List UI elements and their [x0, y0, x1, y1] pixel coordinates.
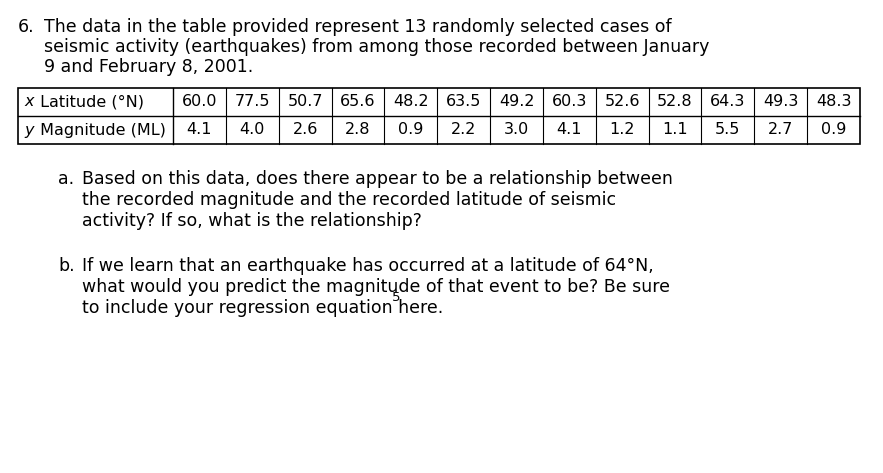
Text: a.: a. [58, 170, 74, 188]
Text: 48.2: 48.2 [393, 95, 428, 110]
Bar [18, 88, 860, 144]
Text: If we learn that an earthquake has occurred at a latitude of 64°N,: If we learn that an earthquake has occur… [82, 257, 653, 275]
Text: b.: b. [58, 257, 75, 275]
Text: what would you predict the magnitude of that event to be? Be sure: what would you predict the magnitude of … [82, 278, 670, 296]
Text: 2.2: 2.2 [451, 123, 476, 138]
Text: 63.5: 63.5 [446, 95, 481, 110]
Text: 49.3: 49.3 [763, 95, 798, 110]
Text: x: x [24, 95, 34, 110]
Text: 5: 5 [392, 291, 401, 304]
Text: 2.8: 2.8 [345, 123, 371, 138]
Text: 50.7: 50.7 [287, 95, 323, 110]
Text: 5.5: 5.5 [715, 123, 741, 138]
Text: Magnitude (ML): Magnitude (ML) [35, 123, 166, 138]
Text: 4.0: 4.0 [239, 123, 265, 138]
Text: 1.1: 1.1 [662, 123, 688, 138]
Text: 52.6: 52.6 [605, 95, 640, 110]
Text: Latitude (°N): Latitude (°N) [35, 95, 144, 110]
Text: 0.9: 0.9 [821, 123, 846, 138]
Text: 60.0: 60.0 [182, 95, 217, 110]
Text: 2.6: 2.6 [292, 123, 318, 138]
Text: 64.3: 64.3 [710, 95, 745, 110]
Text: seismic activity (earthquakes) from among those recorded between January: seismic activity (earthquakes) from amon… [44, 38, 709, 56]
Text: Based on this data, does there appear to be a relationship between: Based on this data, does there appear to… [82, 170, 673, 188]
Text: 3.0: 3.0 [504, 123, 529, 138]
Text: 49.2: 49.2 [499, 95, 534, 110]
Text: y: y [24, 123, 34, 138]
Text: to include your regression equation here.: to include your regression equation here… [82, 299, 443, 317]
Text: activity? If so, what is the relationship?: activity? If so, what is the relationshi… [82, 212, 422, 230]
Text: 65.6: 65.6 [340, 95, 375, 110]
Text: 2.7: 2.7 [768, 123, 794, 138]
Text: the recorded magnitude and the recorded latitude of seismic: the recorded magnitude and the recorded … [82, 191, 616, 209]
Text: 52.8: 52.8 [657, 95, 693, 110]
Text: 4.1: 4.1 [186, 123, 212, 138]
Text: 6.: 6. [18, 18, 34, 36]
Text: 9 and February 8, 2001.: 9 and February 8, 2001. [44, 58, 253, 76]
Text: 48.3: 48.3 [816, 95, 851, 110]
Text: 60.3: 60.3 [552, 95, 587, 110]
Text: 1.2: 1.2 [609, 123, 635, 138]
Text: 77.5: 77.5 [235, 95, 270, 110]
Text: 4.1: 4.1 [556, 123, 582, 138]
Text: 0.9: 0.9 [398, 123, 424, 138]
Text: The data in the table provided represent 13 randomly selected cases of: The data in the table provided represent… [44, 18, 672, 36]
